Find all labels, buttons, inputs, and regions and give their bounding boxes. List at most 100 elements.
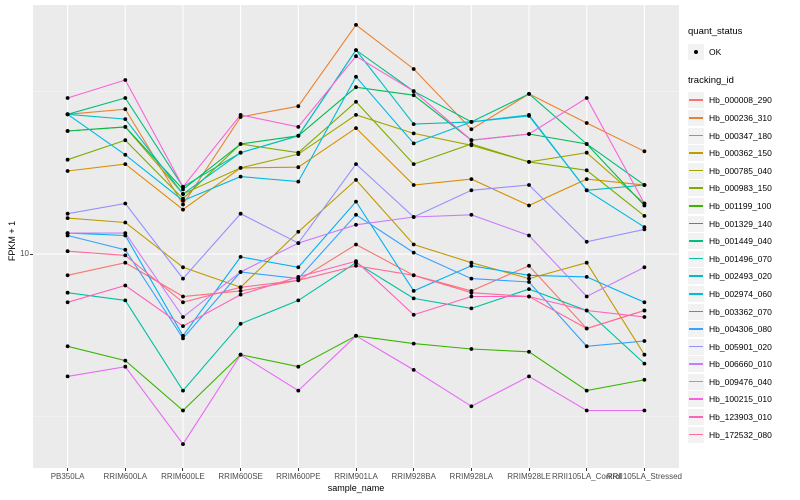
data-point bbox=[411, 242, 416, 247]
data-point bbox=[584, 388, 589, 393]
data-point bbox=[411, 312, 416, 317]
data-point bbox=[181, 192, 185, 196]
data-point bbox=[354, 113, 358, 117]
data-point bbox=[123, 298, 128, 303]
data-point bbox=[65, 344, 70, 349]
data-point bbox=[584, 239, 589, 244]
data-point bbox=[181, 408, 185, 413]
data-point bbox=[642, 214, 647, 218]
legend-item-label: Hb_009476_040 bbox=[709, 376, 772, 387]
legend-key bbox=[688, 391, 704, 408]
data-point bbox=[123, 364, 128, 369]
data-point bbox=[354, 212, 358, 217]
data-point bbox=[642, 201, 647, 206]
data-point bbox=[296, 150, 301, 155]
plot-panel bbox=[33, 5, 679, 468]
legend-key bbox=[688, 356, 704, 373]
data-point bbox=[65, 290, 70, 295]
legend-key bbox=[688, 373, 704, 390]
legend-item-label: Hb_172532_080 bbox=[709, 429, 772, 440]
data-point bbox=[181, 265, 185, 270]
data-point bbox=[238, 321, 243, 326]
data-point bbox=[354, 178, 358, 182]
legend-key-line-icon bbox=[689, 152, 703, 154]
legend-key-line-icon bbox=[689, 380, 703, 383]
x-tick-mark bbox=[240, 468, 242, 471]
x-tick-label-RRIM600PE: RRIM600PE bbox=[276, 472, 321, 481]
x-tick-mark bbox=[182, 468, 184, 471]
data-point bbox=[527, 374, 531, 379]
data-point bbox=[181, 336, 185, 341]
legend-key-line-icon bbox=[689, 204, 703, 207]
data-point bbox=[584, 294, 589, 299]
data-point bbox=[296, 165, 301, 170]
data-point bbox=[65, 216, 70, 221]
legend-item-label: Hb_000347_180 bbox=[709, 130, 772, 141]
data-point bbox=[642, 377, 647, 382]
data-point bbox=[181, 333, 185, 338]
legend-key bbox=[688, 145, 704, 162]
data-point bbox=[181, 324, 185, 328]
data-point bbox=[642, 227, 647, 232]
data-point bbox=[411, 289, 416, 293]
legend-item-Hb_000983_150: Hb_000983_150 bbox=[688, 180, 800, 198]
data-point bbox=[411, 368, 416, 372]
data-point bbox=[584, 344, 589, 349]
data-point bbox=[354, 259, 358, 264]
data-point bbox=[354, 74, 358, 79]
data-point bbox=[181, 202, 185, 207]
legend-key-line-icon bbox=[689, 310, 703, 313]
legend-item-Hb_004306_080: Hb_004306_080 bbox=[688, 320, 800, 338]
data-point bbox=[65, 157, 70, 162]
data-point bbox=[238, 289, 243, 293]
data-point bbox=[354, 48, 358, 52]
data-point bbox=[469, 138, 474, 143]
legend-item-label: Hb_000362_150 bbox=[709, 148, 772, 159]
data-point bbox=[181, 315, 185, 319]
plot-area-svg bbox=[33, 5, 679, 468]
legend-key bbox=[688, 303, 704, 320]
data-point bbox=[238, 142, 243, 146]
data-point bbox=[296, 229, 301, 234]
x-tick-mark bbox=[124, 468, 126, 471]
data-point bbox=[527, 92, 531, 96]
legend-item-Hb_009476_040: Hb_009476_040 bbox=[688, 373, 800, 391]
data-point bbox=[181, 300, 185, 305]
legend-item-Hb_002974_060: Hb_002974_060 bbox=[688, 285, 800, 303]
data-point bbox=[123, 253, 128, 258]
legend-item-label: Hb_000983_150 bbox=[709, 183, 772, 194]
y-tick-mark bbox=[30, 254, 33, 255]
data-point bbox=[65, 300, 70, 305]
data-point bbox=[411, 183, 416, 187]
legend-key-line-icon bbox=[689, 187, 703, 189]
data-point bbox=[411, 273, 416, 278]
x-tick-mark bbox=[470, 468, 472, 471]
data-point bbox=[527, 280, 531, 284]
data-point bbox=[642, 308, 647, 313]
legend-key-line-icon bbox=[689, 433, 703, 436]
legend-key-line-icon bbox=[689, 398, 703, 401]
data-point bbox=[354, 242, 358, 247]
data-point bbox=[296, 388, 301, 393]
legend-spacer bbox=[688, 61, 800, 71]
legend-item-label: Hb_001496_070 bbox=[709, 253, 772, 264]
data-point bbox=[65, 96, 70, 100]
data-point bbox=[411, 296, 416, 301]
data-point bbox=[354, 23, 358, 27]
data-point bbox=[238, 255, 243, 259]
legend-key bbox=[688, 233, 704, 250]
legend-key-line-icon bbox=[689, 416, 703, 418]
x-tick-mark bbox=[67, 468, 69, 471]
data-point bbox=[584, 121, 589, 125]
legend-tracking-id-title: tracking_id bbox=[688, 74, 734, 86]
data-point bbox=[469, 127, 474, 132]
data-point bbox=[584, 308, 589, 313]
x-tick-label-RRII105LA_Stressed: RRII105LA_Stressed bbox=[606, 472, 682, 481]
data-point bbox=[65, 273, 70, 278]
data-point bbox=[181, 184, 185, 189]
data-point bbox=[123, 260, 128, 265]
legend-item-label: Hb_003362_070 bbox=[709, 306, 772, 317]
data-point bbox=[181, 207, 185, 212]
data-point bbox=[296, 265, 301, 270]
legend-item-Hb_000008_290: Hb_000008_290 bbox=[688, 92, 800, 110]
